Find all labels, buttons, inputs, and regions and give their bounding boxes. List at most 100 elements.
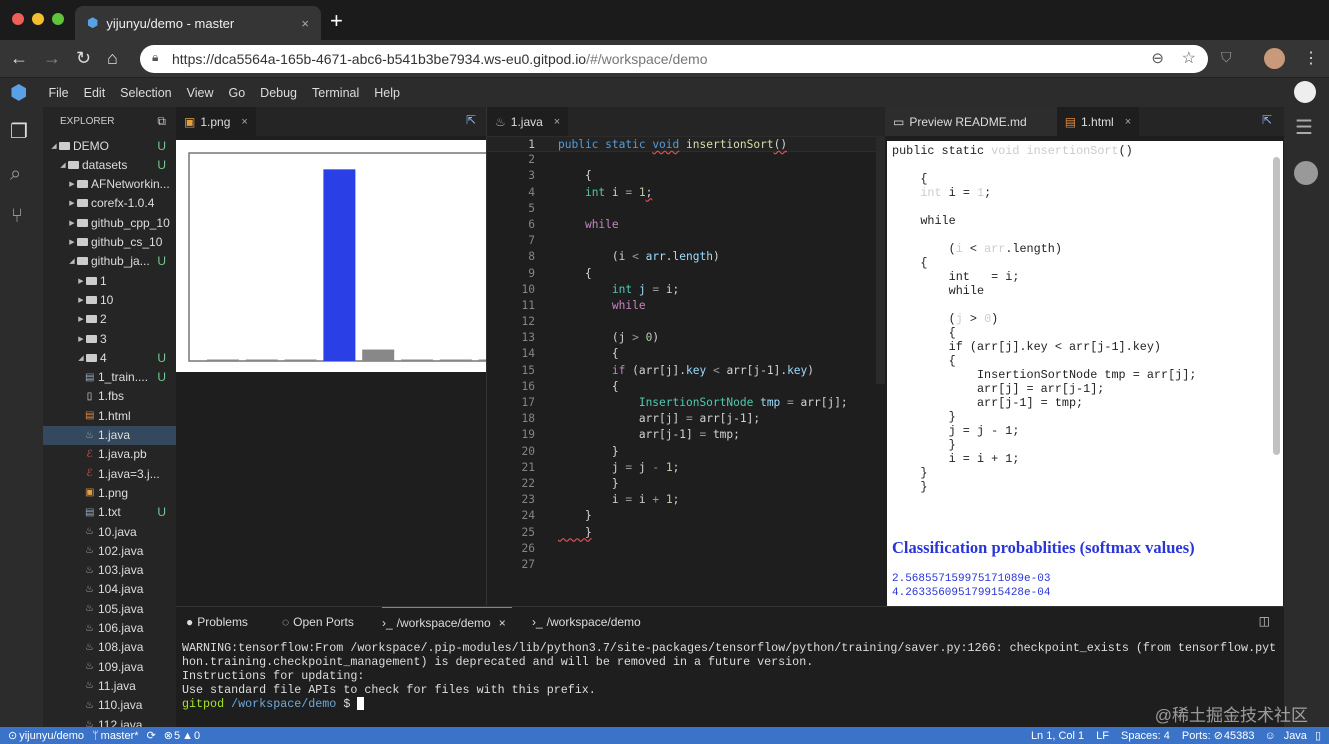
tree-item[interactable]: ▶ AFNetworkin... — [43, 175, 176, 194]
close-tab-icon[interactable]: × — [498, 615, 506, 630]
tree-item[interactable]: ▤ 1_train.... U — [43, 368, 176, 387]
zoom-out-icon[interactable]: ⊖ — [1151, 50, 1164, 67]
status-language[interactable]: Java — [1283, 729, 1307, 742]
reload-icon[interactable]: ↻ — [76, 48, 92, 68]
close-tab-icon[interactable]: × — [1124, 115, 1132, 128]
home-icon[interactable]: ⌂ — [107, 48, 118, 68]
menu-file[interactable]: File — [48, 85, 69, 100]
status-branch[interactable]: master* — [100, 729, 139, 742]
tree-item[interactable]: ▶ github_cpp_10 — [43, 213, 176, 232]
menu-debug[interactable]: Debug — [260, 85, 298, 100]
tree-item[interactable]: ▣ 1.png — [43, 483, 176, 502]
chevron-right-icon[interactable]: ▶ — [69, 239, 75, 246]
notifications-icon[interactable]: ▯ — [1314, 730, 1321, 742]
close-window-button[interactable] — [12, 13, 24, 25]
forward-icon[interactable]: → — [43, 48, 61, 68]
menu-go[interactable]: Go — [228, 85, 246, 100]
open-to-side-icon[interactable]: ⇱ — [465, 113, 476, 127]
tab-1-html[interactable]: ▤ 1.html × — [1056, 107, 1140, 136]
tree-item[interactable]: ◢ 4 U — [43, 348, 176, 367]
tab-problems[interactable]: ● Problems — [186, 607, 248, 637]
tree-item[interactable]: ♨ 102.java — [43, 541, 176, 560]
outline-list-icon[interactable]: ☰ — [1295, 117, 1313, 139]
tree-item[interactable]: ♨ 1.java — [43, 425, 176, 445]
browser-tab[interactable]: ⬢ yijunyu/demo - master × — [75, 6, 321, 40]
tree-item[interactable]: ◢ github_ja... U — [43, 252, 176, 271]
chevron-right-icon[interactable]: ▶ — [78, 296, 84, 304]
maximize-panel-icon[interactable]: ◫ — [1258, 614, 1270, 628]
sync-icon[interactable]: ⟳ — [146, 730, 156, 742]
tree-item[interactable]: ♨ 112.java — [43, 715, 176, 728]
chevron-down-icon[interactable]: ◢ — [51, 142, 57, 150]
close-tab-icon[interactable]: × — [241, 115, 248, 128]
preview-scrollbar[interactable] — [1273, 157, 1280, 455]
tree-item[interactable]: ▶ 10 — [43, 290, 176, 309]
menu-view[interactable]: View — [186, 85, 214, 100]
tab-terminal-1[interactable]: ›_/workspace/demo × — [382, 607, 512, 637]
open-to-side-icon[interactable]: ⇱ — [1261, 113, 1272, 127]
tree-item[interactable]: ▤ 1.html — [43, 406, 176, 425]
status-port[interactable]: 45383 — [1223, 729, 1255, 742]
profile-avatar[interactable] — [1264, 48, 1285, 69]
tree-item[interactable]: ▶ corefx-1.0.4 — [43, 194, 176, 213]
code-area[interactable]: 1 public static void insertionSort() 2 3 {4… — [487, 136, 886, 573]
chevron-down-icon[interactable]: ◢ — [60, 161, 66, 169]
editor-scrollbar[interactable] — [876, 136, 886, 384]
bookmark-star-icon[interactable]: ☆ — [1181, 50, 1196, 67]
tree-item[interactable]: ♨ 104.java — [43, 580, 176, 599]
tree-item[interactable]: ♨ 11.java — [43, 676, 176, 695]
status-repo[interactable]: yijunyu/demo — [19, 729, 85, 742]
collapse-all-icon[interactable]: ⧉ — [157, 114, 166, 128]
chevron-right-icon[interactable]: ▶ — [78, 335, 84, 343]
url-input[interactable]: 🔒︎ https://dca5564a-165b-4671-abc6-b541b… — [140, 45, 1208, 73]
tree-item[interactable]: ♨ 10.java — [43, 522, 176, 541]
minimize-window-button[interactable] — [32, 13, 44, 25]
chevron-right-icon[interactable]: ▶ — [78, 277, 84, 285]
tree-item[interactable]: ℰ 1.java=3.j... — [43, 464, 176, 483]
tree-item[interactable]: ♨ 110.java — [43, 696, 176, 715]
new-tab-button[interactable]: + — [330, 8, 343, 33]
source-control-icon[interactable]: ⑂ — [11, 205, 23, 227]
chevron-right-icon[interactable]: ▶ — [78, 316, 84, 324]
tree-item[interactable]: ▯ 1.fbs — [43, 387, 176, 406]
tree-item[interactable]: ♨ 109.java — [43, 657, 176, 676]
menu-terminal[interactable]: Terminal — [312, 85, 360, 100]
terminal-output[interactable]: WARNING:tensorflow:From /workspace/.pip-… — [182, 641, 1276, 711]
tree-item[interactable]: ▶ 1 — [43, 271, 176, 290]
chevron-down-icon[interactable]: ◢ — [78, 354, 84, 362]
tree-item[interactable]: ♨ 108.java — [43, 638, 176, 657]
feedback-icon[interactable]: ☺ — [1264, 729, 1276, 742]
close-tab-icon[interactable]: × — [553, 115, 561, 128]
menu-edit[interactable]: Edit — [83, 85, 106, 100]
menu-selection[interactable]: Selection — [120, 85, 172, 100]
tab-terminal-2[interactable]: ›_/workspace/demo — [532, 607, 641, 637]
chevron-down-icon[interactable]: ◢ — [69, 258, 75, 266]
status-errors[interactable]: 5 — [174, 729, 181, 742]
tab-preview-readme[interactable]: ▭ Preview README.md — [885, 107, 1057, 136]
close-tab-icon[interactable]: × — [301, 15, 309, 31]
search-icon[interactable]: ⌕ — [10, 163, 22, 185]
pocket-icon[interactable]: ⛉ — [1221, 49, 1232, 65]
tree-item[interactable]: ▤ 1.txt U — [43, 503, 176, 522]
tree-item[interactable]: ▶ github_cs_10 — [43, 233, 176, 252]
status-warnings[interactable]: 0 — [194, 729, 201, 742]
tree-item[interactable]: ◢ datasets U — [43, 155, 176, 174]
tab-1-java[interactable]: ♨ 1.java × — [487, 107, 569, 136]
tab-open-ports[interactable]: ◌ Open Ports — [282, 607, 354, 637]
menu-help[interactable]: Help — [374, 85, 400, 100]
tree-item[interactable]: ℰ 1.java.pb — [43, 445, 176, 464]
back-icon[interactable]: ← — [10, 48, 28, 68]
tree-item[interactable]: ◢ DEMO U — [43, 136, 176, 155]
status-eol[interactable]: LF — [1096, 729, 1109, 742]
tree-item[interactable]: ♨ 106.java — [43, 619, 176, 638]
user-avatar[interactable] — [1294, 81, 1316, 103]
browser-menu-icon[interactable]: ⋮ — [1303, 50, 1319, 67]
chevron-right-icon[interactable]: ▶ — [69, 200, 75, 208]
tree-item[interactable]: ♨ 103.java — [43, 561, 176, 580]
github-icon[interactable] — [1294, 161, 1318, 185]
maximize-window-button[interactable] — [52, 13, 64, 25]
tree-item[interactable]: ▶ 2 — [43, 310, 176, 329]
chevron-right-icon[interactable]: ▶ — [69, 181, 75, 189]
chevron-right-icon[interactable]: ▶ — [69, 219, 75, 227]
files-icon[interactable]: ❐ — [10, 121, 28, 143]
